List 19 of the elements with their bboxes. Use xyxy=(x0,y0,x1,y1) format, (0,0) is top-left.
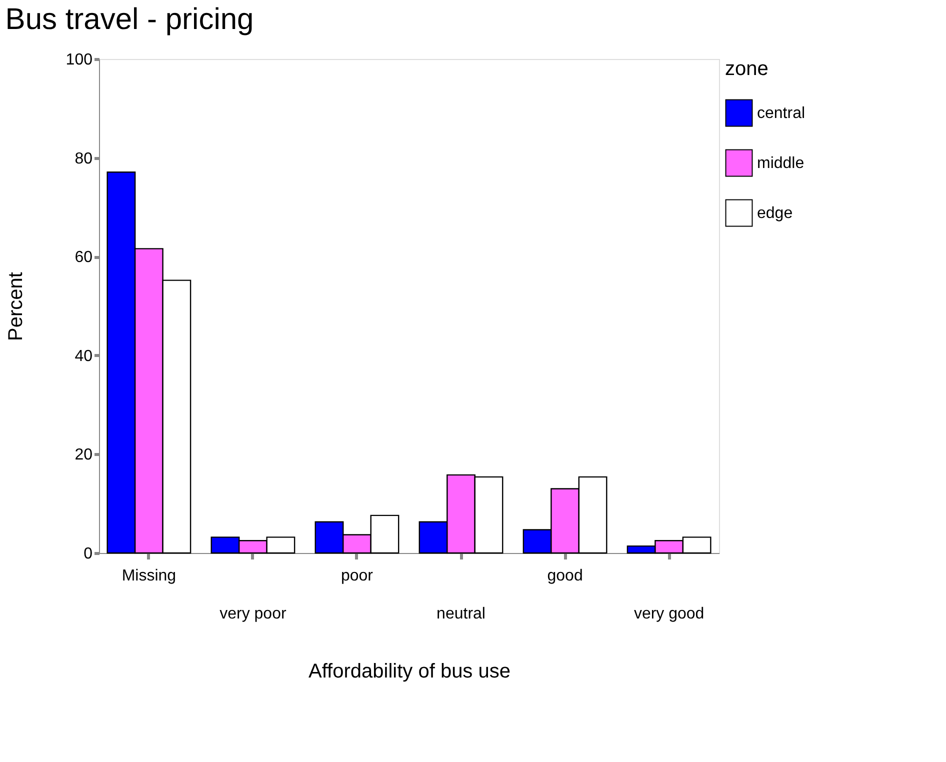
x-tick-label: poor xyxy=(340,568,374,584)
y-tick-label: 60 xyxy=(74,249,93,266)
y-tick-label: 20 xyxy=(74,446,93,464)
y-tick-label: 0 xyxy=(84,546,93,562)
x-tick-label: Missing xyxy=(122,568,176,584)
x-tick-label: neutral xyxy=(436,606,486,622)
x-axis-title: Affordability of bus use xyxy=(308,660,510,682)
x-tick-label: good xyxy=(547,568,583,584)
x-tick-label: very poor xyxy=(220,606,287,622)
y-axis-title: Percent xyxy=(4,272,27,341)
chart-title: Bus travel - pricing xyxy=(5,3,254,36)
legend-label: edge xyxy=(757,205,793,222)
x-tick-label: very good xyxy=(634,606,704,622)
y-tick-label: 100 xyxy=(66,52,93,68)
legend-label: central xyxy=(757,105,806,122)
legend-title: zone xyxy=(725,58,768,80)
legend-label: middle xyxy=(757,155,804,172)
y-tick-label: 40 xyxy=(74,348,93,365)
y-tick-label: 80 xyxy=(74,150,93,168)
